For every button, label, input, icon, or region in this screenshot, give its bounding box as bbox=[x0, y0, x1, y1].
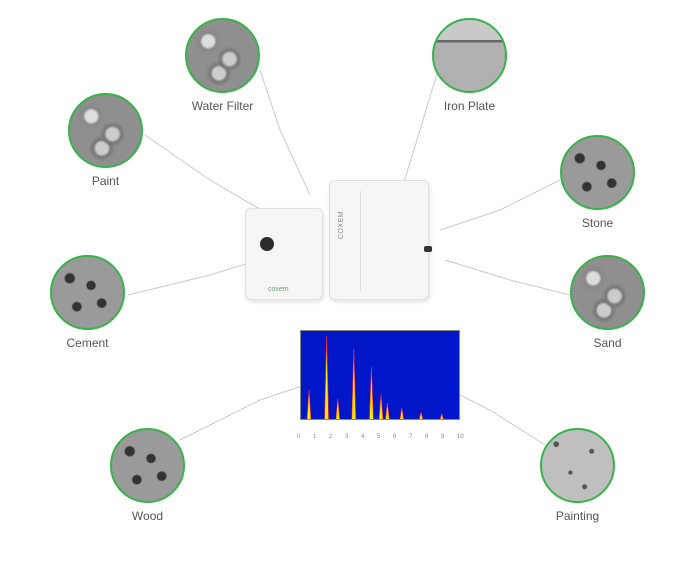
spectrum-x-tick: 4 bbox=[361, 434, 364, 440]
sample-circle-paint bbox=[68, 93, 143, 168]
spectrum-x-axis: 012345678910 bbox=[300, 420, 460, 430]
spectrum-x-tick: 6 bbox=[393, 434, 396, 440]
sample-circle-painting bbox=[540, 428, 615, 503]
spectrum-x-tick: 3 bbox=[345, 434, 348, 440]
device-b: COXEM bbox=[329, 180, 429, 300]
sample-label-iron-plate: Iron Plate bbox=[444, 99, 495, 113]
sample-label-painting: Painting bbox=[556, 509, 599, 523]
sample-circle-cement bbox=[50, 255, 125, 330]
sample-circle-stone bbox=[560, 135, 635, 210]
spectrum-chart: 012345678910 bbox=[300, 330, 460, 430]
spectrum-x-tick: 0 bbox=[297, 434, 300, 440]
sample-iron-plate: Iron Plate bbox=[432, 18, 507, 113]
sample-label-sand: Sand bbox=[593, 336, 621, 350]
spectrum-x-tick: 2 bbox=[329, 434, 332, 440]
sample-water-filter: Water Filter bbox=[185, 18, 260, 113]
center-devices: coxem COXEM bbox=[245, 180, 429, 300]
spectrum-x-tick: 9 bbox=[441, 434, 444, 440]
connector-stone bbox=[440, 180, 560, 230]
connector-wood bbox=[180, 380, 320, 440]
spectrum-svg bbox=[301, 331, 460, 420]
sample-sand: Sand bbox=[570, 255, 645, 350]
sample-painting: Painting bbox=[540, 428, 615, 523]
sample-wood: Wood bbox=[110, 428, 185, 523]
device-a: coxem bbox=[245, 208, 323, 300]
sample-label-paint: Paint bbox=[92, 174, 119, 188]
sample-cement: Cement bbox=[50, 255, 125, 350]
spectrum-x-tick: 1 bbox=[313, 434, 316, 440]
device-a-brand: coxem bbox=[268, 286, 289, 293]
connector-water-filter bbox=[260, 70, 310, 195]
sample-label-stone: Stone bbox=[582, 216, 613, 230]
spectrum-x-tick: 7 bbox=[409, 434, 412, 440]
sample-circle-iron-plate bbox=[432, 18, 507, 93]
sample-paint: Paint bbox=[68, 93, 143, 188]
spectrum-plot bbox=[300, 330, 460, 420]
sample-circle-water-filter bbox=[185, 18, 260, 93]
sample-circle-wood bbox=[110, 428, 185, 503]
sample-circle-sand bbox=[570, 255, 645, 330]
spectrum-x-tick: 5 bbox=[377, 434, 380, 440]
device-b-brand: COXEM bbox=[338, 211, 345, 239]
sample-stone: Stone bbox=[560, 135, 635, 230]
sample-label-wood: Wood bbox=[132, 509, 163, 523]
connector-sand bbox=[445, 260, 570, 295]
spectrum-x-tick: 10 bbox=[457, 434, 464, 440]
spectrum-x-tick: 8 bbox=[425, 434, 428, 440]
sample-label-cement: Cement bbox=[66, 336, 108, 350]
sample-label-water-filter: Water Filter bbox=[192, 99, 254, 113]
